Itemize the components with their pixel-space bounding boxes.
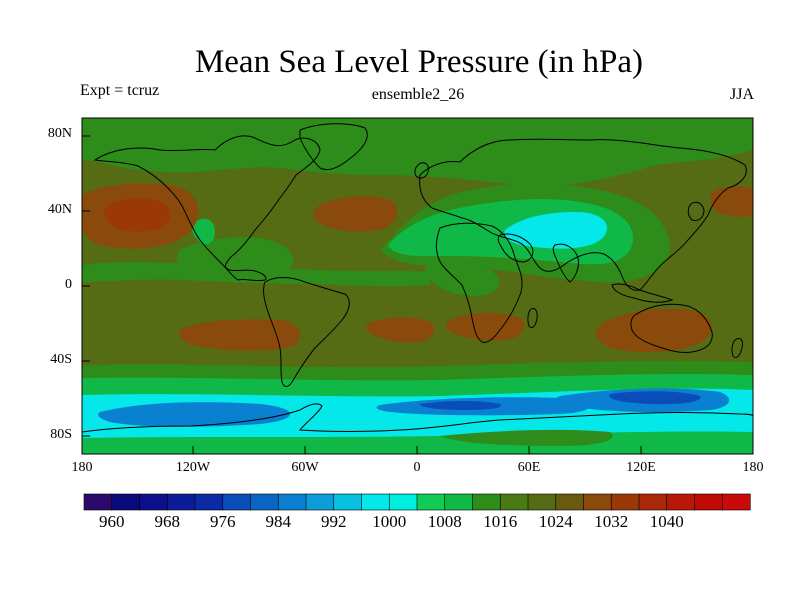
colorbar-swatch <box>194 493 224 511</box>
pressure-region-band-992 <box>98 402 290 427</box>
colorbar-label: 1016 <box>483 512 518 531</box>
pressure-region-asia-low <box>504 212 607 249</box>
colorbar-label: 1000 <box>372 512 407 531</box>
lat-label-80n: 80N <box>47 126 72 141</box>
colorbar-label: 960 <box>99 512 125 531</box>
coastline-japan <box>687 201 705 221</box>
coastline-india <box>552 243 579 283</box>
season-label: JJA <box>729 86 754 103</box>
colorbar-label: 976 <box>210 512 236 531</box>
colorbar-label: 1040 <box>649 512 684 531</box>
lat-label-0: 0 <box>65 277 72 292</box>
colorbar <box>83 493 751 511</box>
axis-ticks <box>81 135 754 454</box>
colorbar-swatch <box>694 493 723 511</box>
coastline-eurasia <box>419 138 747 291</box>
colorbar-label: 992 <box>321 512 347 531</box>
colorbar-swatch <box>361 493 390 511</box>
colorbar-swatch <box>527 493 557 511</box>
colorbar-swatch <box>638 493 668 511</box>
pressure-region-band-984b <box>609 391 701 405</box>
lat-label-40s: 40S <box>50 352 72 367</box>
colorbar-swatch <box>444 493 474 511</box>
colorbar-swatch <box>250 493 279 511</box>
pressure-region-north-green <box>82 118 753 187</box>
coastline-madagascar <box>527 307 538 329</box>
coastline-south-america <box>263 277 350 387</box>
pressure-region-north-pacific-core <box>104 198 171 232</box>
colorbar-swatch <box>610 493 640 511</box>
coastline-uk <box>414 162 429 179</box>
lat-label-80s: 80S <box>50 427 72 442</box>
ensemble-label: ensemble2_26 <box>371 86 465 103</box>
coastline-sea-islands <box>611 283 674 303</box>
colorbar-swatch <box>472 493 501 511</box>
colorbar-swatch <box>583 493 612 511</box>
colorbar-swatch <box>333 493 363 511</box>
colorbar-swatch <box>416 493 446 511</box>
lon-label-120w: 120W <box>175 460 211 475</box>
coastline-greenland <box>299 123 368 171</box>
lon-label-0: 0 <box>413 460 421 475</box>
coastline-australia <box>630 303 713 353</box>
plot-title: Mean Sea Level Pressure (in hPa) <box>194 44 644 80</box>
lon-label-60e: 60E <box>517 460 541 475</box>
lon-label-120e: 120E <box>626 460 656 475</box>
colorbar-swatch <box>139 493 168 511</box>
coastline-new-zealand <box>731 337 743 359</box>
colorbar-label: 1032 <box>594 512 629 531</box>
pressure-region-azores-high <box>313 196 398 232</box>
lon-label-60w: 60W <box>291 460 319 475</box>
coastline-arabia <box>497 233 534 263</box>
lat-label-40n: 40N <box>47 202 72 217</box>
colorbar-swatch <box>388 493 418 511</box>
colorbar-label: 1024 <box>538 512 573 531</box>
colorbar-swatch <box>111 493 141 511</box>
pressure-region-south-atlantic-high <box>366 317 435 343</box>
pressure-region-antarctic-olive <box>440 429 613 446</box>
coastline-antarctica <box>82 403 753 433</box>
colorbar-swatch <box>666 493 696 511</box>
pressure-field <box>82 118 753 454</box>
pressure-region-indian-high <box>445 312 525 341</box>
colorbar-swatch <box>721 493 751 511</box>
colorbar-label: 1008 <box>427 512 462 531</box>
pressure-region-equatorial-green <box>82 261 430 287</box>
pressure-region-south-pacific-high <box>179 319 300 351</box>
pressure-region-africa-green <box>425 260 500 296</box>
colorbar-label: 984 <box>265 512 292 531</box>
experiment-label: Expt = tcruz <box>80 82 160 99</box>
colorbar-swatch <box>555 493 585 511</box>
colorbar-swatch <box>277 493 307 511</box>
colorbar-swatch <box>305 493 335 511</box>
colorbar-swatch <box>499 493 529 511</box>
coastline-africa <box>435 222 523 343</box>
pressure-region-australia-high <box>596 308 712 352</box>
lon-label-180w: 180 <box>71 460 93 475</box>
coastline-north-america <box>93 135 321 282</box>
colorbar-label: 968 <box>154 512 181 531</box>
pressure-region-band-984 <box>420 401 501 410</box>
coastlines <box>82 123 753 433</box>
lon-label-180e: 180 <box>742 460 764 475</box>
colorbar-swatch <box>83 493 113 511</box>
colorbar-swatch <box>166 493 196 511</box>
colorbar-swatch <box>222 493 252 511</box>
